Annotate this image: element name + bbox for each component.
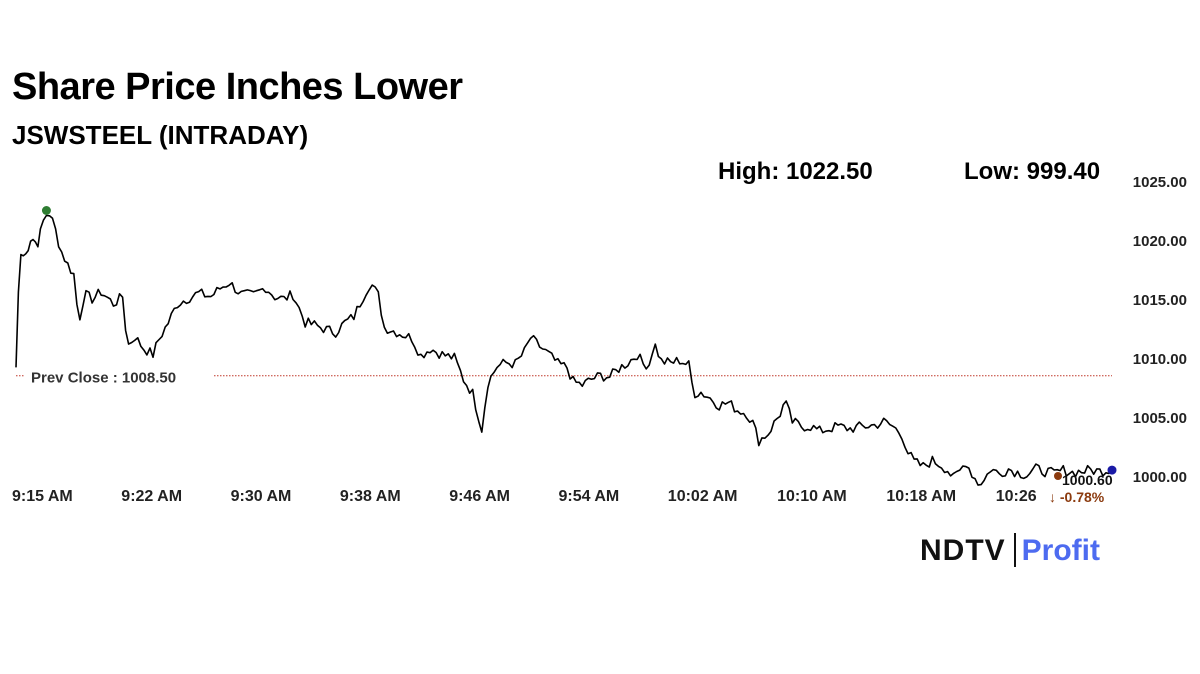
- brand-profit: Profit: [1021, 533, 1100, 567]
- x-tick-label: 9:30 AM: [231, 488, 292, 505]
- x-tick-label: 9:38 AM: [340, 488, 401, 505]
- x-tick-label: 10:18 AM: [886, 488, 956, 505]
- y-tick-label: 1020.00: [1133, 233, 1187, 250]
- chart-title: Share Price Inches Lower: [12, 66, 463, 108]
- brand-ndtv: NDTV: [920, 533, 1006, 567]
- y-tick-label: 1015.00: [1133, 292, 1187, 309]
- x-tick-label: 9:22 AM: [121, 488, 182, 505]
- change-label: ↓ -0.78%: [1049, 489, 1105, 505]
- ndtv-profit-logo: NDTV Profit: [920, 533, 1100, 571]
- price-series-line: [15, 214, 1113, 486]
- y-tick-label: 1005.00: [1133, 410, 1187, 427]
- close-marker-dot: [1054, 472, 1062, 480]
- low-value: Low: 999.40: [964, 158, 1101, 185]
- y-tick-label: 1000.00: [1133, 469, 1187, 486]
- prev-close-label: Prev Close : 1008.50: [31, 370, 176, 387]
- y-tick-label: 1025.00: [1133, 174, 1187, 191]
- last-price-label: 1000.60: [1062, 472, 1113, 488]
- x-tick-label: 10:02 AM: [668, 488, 738, 505]
- x-tick-label: 10:10 AM: [777, 488, 847, 505]
- prev-close-label-bg: [24, 365, 214, 386]
- high-value: High: 1022.50: [718, 158, 873, 185]
- x-tick-label: 10:26: [996, 488, 1037, 505]
- x-tick-label: 9:46 AM: [449, 488, 510, 505]
- last-price-dot: [1107, 465, 1117, 475]
- x-tick-label: 9:15 AM: [12, 488, 73, 505]
- x-tick-label: 9:54 AM: [559, 488, 620, 505]
- y-tick-label: 1010.00: [1133, 351, 1187, 368]
- chart-subtitle: JSWSTEEL (INTRADAY): [12, 120, 309, 150]
- high-marker-dot: [41, 206, 51, 215]
- brand-separator: [1013, 533, 1016, 567]
